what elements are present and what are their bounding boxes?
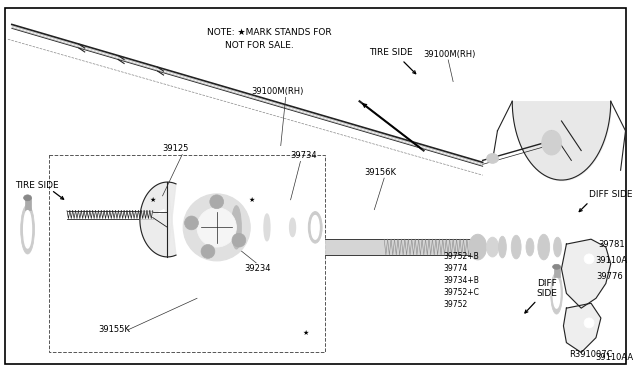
Circle shape	[184, 216, 198, 230]
Ellipse shape	[308, 212, 322, 243]
Ellipse shape	[469, 234, 486, 260]
Text: DIFF
SIDE: DIFF SIDE	[537, 279, 557, 298]
Ellipse shape	[232, 206, 241, 249]
Text: ★: ★	[248, 197, 254, 203]
Text: ★: ★	[302, 330, 308, 336]
Text: ★: ★	[150, 197, 156, 203]
Ellipse shape	[552, 264, 561, 269]
Ellipse shape	[499, 236, 506, 258]
Text: DIFF SIDE: DIFF SIDE	[589, 190, 632, 199]
Text: 39100M(RH): 39100M(RH)	[424, 49, 476, 58]
Text: TIRE SIDE: TIRE SIDE	[15, 180, 58, 189]
Ellipse shape	[311, 215, 319, 239]
Circle shape	[584, 254, 594, 264]
Ellipse shape	[554, 237, 561, 257]
Text: 39125: 39125	[163, 144, 189, 153]
Text: 39234: 39234	[244, 264, 271, 273]
Ellipse shape	[20, 205, 35, 254]
Polygon shape	[140, 182, 176, 257]
Text: R391007C: R391007C	[569, 350, 612, 359]
Circle shape	[197, 208, 236, 247]
Bar	[49, 155, 325, 353]
Circle shape	[584, 318, 594, 328]
Text: 39752+B: 39752+B	[444, 253, 479, 262]
Bar	[325, 239, 473, 255]
Circle shape	[201, 244, 215, 258]
Text: 39774: 39774	[444, 264, 468, 273]
Ellipse shape	[238, 210, 244, 245]
Ellipse shape	[542, 130, 561, 155]
Ellipse shape	[24, 195, 31, 201]
Polygon shape	[561, 239, 611, 308]
Ellipse shape	[550, 273, 563, 314]
Text: 39752+C: 39752+C	[444, 288, 479, 297]
Ellipse shape	[486, 154, 499, 163]
Polygon shape	[563, 303, 601, 353]
Text: 39734: 39734	[291, 151, 317, 160]
Circle shape	[183, 194, 250, 261]
Text: 39781: 39781	[598, 240, 625, 248]
Text: 39155K: 39155K	[99, 326, 131, 334]
Text: NOT FOR SALE.: NOT FOR SALE.	[225, 41, 293, 49]
Bar	[554, 267, 559, 277]
Ellipse shape	[553, 279, 560, 308]
Ellipse shape	[290, 218, 296, 237]
Text: 39110A: 39110A	[595, 256, 627, 265]
Text: 39734+B: 39734+B	[444, 276, 479, 285]
Ellipse shape	[486, 237, 499, 257]
Text: NOTE: ★MARK STANDS FOR: NOTE: ★MARK STANDS FOR	[207, 28, 332, 37]
Text: 39776: 39776	[596, 272, 623, 281]
Circle shape	[232, 233, 246, 247]
Text: 39110AA: 39110AA	[595, 353, 633, 362]
Text: 39100M(RH): 39100M(RH)	[251, 87, 303, 96]
Circle shape	[210, 195, 223, 209]
Ellipse shape	[511, 235, 521, 259]
Ellipse shape	[538, 234, 550, 260]
Text: TIRE SIDE: TIRE SIDE	[369, 48, 413, 57]
Text: 39156K: 39156K	[364, 168, 396, 177]
Text: 39752: 39752	[444, 300, 468, 309]
Ellipse shape	[264, 214, 270, 241]
Ellipse shape	[24, 211, 31, 248]
Bar	[24, 198, 31, 210]
Ellipse shape	[526, 238, 534, 256]
